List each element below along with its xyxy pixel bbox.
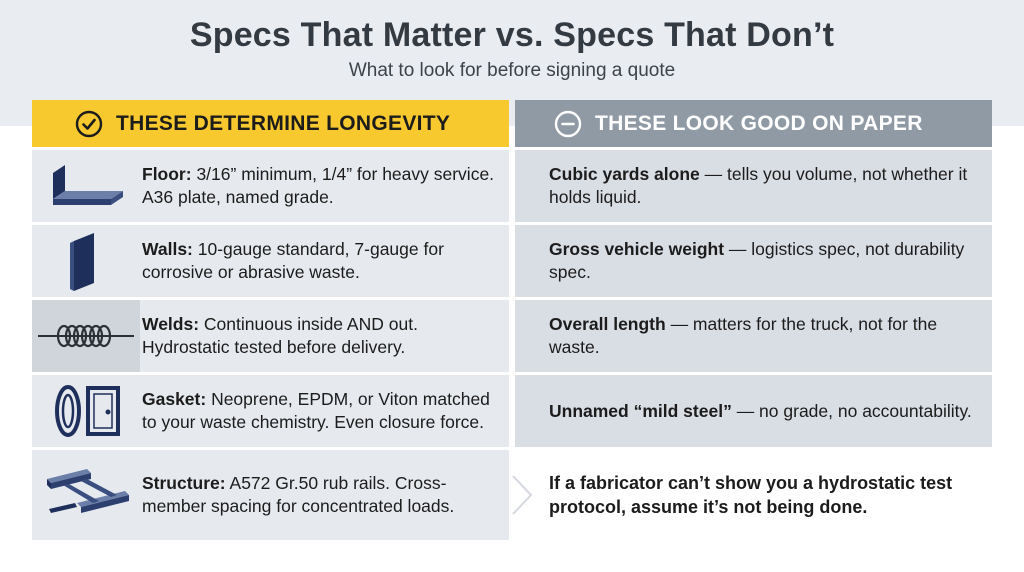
matters-row-walls: Walls: 10-gauge standard, 7-gauge for co… xyxy=(32,225,509,297)
matters-heading: THESE DETERMINE LONGEVITY xyxy=(116,111,451,135)
callout-note: If a fabricator can’t show you a hydrost… xyxy=(549,473,953,517)
matters-label: Walls: xyxy=(142,239,193,259)
paper-text: — tells you volume, not whether it holds… xyxy=(549,164,968,207)
page-title: Specs That Matter vs. Specs That Don’t xyxy=(189,16,835,54)
matters-row-structure: Structure: A572 Gr.50 rub rails. Cross-m… xyxy=(32,450,509,540)
matters-text: 3/16” minimum, 1/4” for heavy service. A… xyxy=(142,164,495,207)
paper-heading: THESE LOOK GOOD ON PAPER xyxy=(595,111,923,135)
matters-text: Neoprene, EPDM, or Viton matched to your… xyxy=(142,389,490,432)
page-subtitle: What to look for before signing a quote xyxy=(348,60,676,81)
paper-label: Overall length xyxy=(549,314,666,334)
paper-row-mild-steel: Unnamed “mild steel” — no grade, no acco… xyxy=(515,375,992,447)
matters-text: 10-gauge standard, 7-gauge for corrosive… xyxy=(142,239,444,282)
paper-row-gross-weight: Gross vehicle weight — logistics spec, n… xyxy=(515,225,992,297)
matters-label: Structure: xyxy=(142,473,226,493)
matters-label: Floor: xyxy=(142,164,192,184)
floor-plate-icon xyxy=(53,165,123,205)
paper-label: Gross vehicle weight xyxy=(549,239,725,259)
matters-label: Gasket: xyxy=(142,389,207,409)
matters-row-welds: Welds: Continuous inside AND out. Hydros… xyxy=(32,300,509,372)
paper-label: Unnamed “mild steel” xyxy=(549,400,732,421)
wall-panel-icon xyxy=(70,233,94,291)
paper-text: — no grade, no accountability. xyxy=(731,400,972,421)
gasket-door-icon xyxy=(55,385,120,437)
matters-row-floor: Floor: 3/16” minimum, 1/4” for heavy ser… xyxy=(32,150,509,222)
matters-text: A572 Gr.50 rub rails. Cross-member spaci… xyxy=(142,473,455,516)
matters-label: Welds: xyxy=(142,314,200,334)
matters-row-gasket: Gasket: Neoprene, EPDM, or Viton matched… xyxy=(32,375,509,447)
paper-text: — matters for the truck, not for the was… xyxy=(549,314,938,357)
matters-column-header: THESE DETERMINE LONGEVITY xyxy=(32,100,509,147)
paper-column-header: THESE LOOK GOOD ON PAPER xyxy=(515,100,992,147)
weld-bead-icon xyxy=(38,324,134,348)
paper-row-cubic-yards: Cubic yards alone — tells you volume, no… xyxy=(515,150,992,222)
callout-pointer-icon xyxy=(512,475,533,515)
steel-frame-icon xyxy=(47,469,129,513)
paper-row-overall-length: Overall length — matters for the truck, … xyxy=(515,300,992,372)
paper-text: — logistics spec, not durability spec. xyxy=(549,239,965,282)
minus-circle-icon xyxy=(554,110,582,137)
paper-label: Cubic yards alone xyxy=(549,164,700,184)
check-circle-icon xyxy=(75,110,103,137)
matters-text: Continuous inside AND out. Hydrostatic t… xyxy=(142,314,418,357)
